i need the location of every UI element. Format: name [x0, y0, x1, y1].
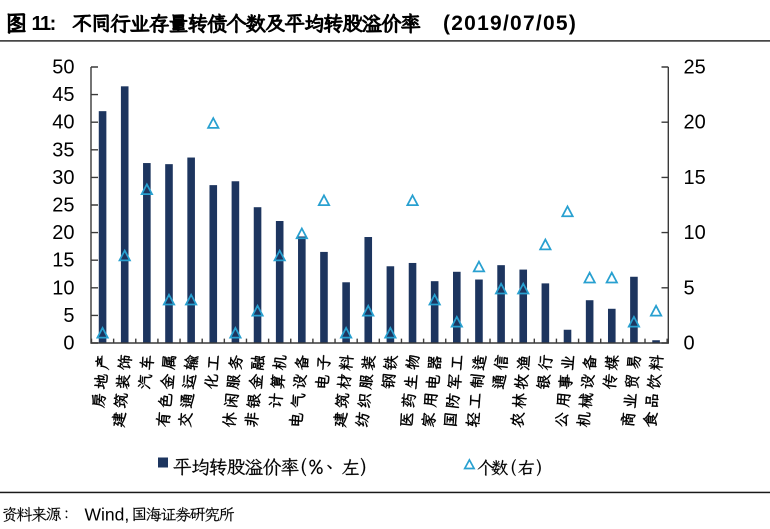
svg-text:11:: 11: [32, 13, 55, 35]
svg-text:(2019/07/05): (2019/07/05) [443, 12, 577, 35]
svg-text:45: 45 [52, 84, 74, 106]
svg-text:10: 10 [52, 277, 74, 299]
svg-text:Wind,: Wind, [85, 505, 130, 525]
svg-text:30: 30 [52, 167, 74, 189]
svg-text:10: 10 [684, 222, 706, 244]
svg-text:40: 40 [52, 112, 74, 134]
svg-text:0: 0 [684, 333, 695, 355]
svg-text:25: 25 [52, 195, 74, 217]
svg-text:20: 20 [52, 222, 74, 244]
svg-text:25: 25 [684, 57, 706, 79]
svg-text:15: 15 [684, 167, 706, 189]
svg-text:5: 5 [684, 277, 695, 299]
svg-text:5: 5 [63, 305, 74, 327]
svg-text:0: 0 [63, 333, 74, 355]
svg-text:20: 20 [684, 112, 706, 134]
svg-text:15: 15 [52, 250, 74, 272]
svg-text:35: 35 [52, 139, 74, 161]
svg-text:50: 50 [52, 57, 74, 79]
